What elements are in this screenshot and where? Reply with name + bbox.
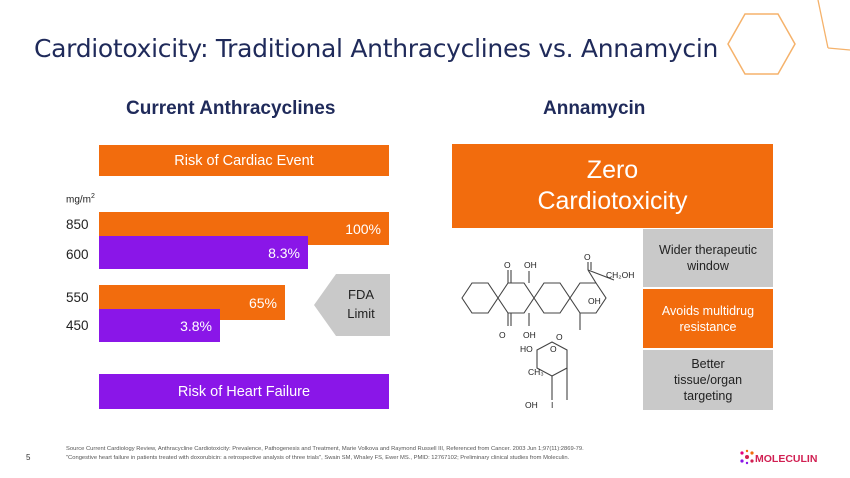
dose-label-550: 550 xyxy=(66,290,89,305)
mol-ch2oh: CH₂OH xyxy=(606,270,634,280)
mol-ho: HO xyxy=(520,344,533,354)
benefit-better-targeting: Better tissue/organ targeting xyxy=(643,350,773,410)
fda-limit-line1: FDA xyxy=(348,287,374,302)
mol-o-sugar: O xyxy=(550,344,557,354)
mol-oh-top: OH xyxy=(524,260,537,270)
mol-i-sugar: I xyxy=(551,400,553,410)
fda-limit-label: FDA Limit xyxy=(336,285,386,323)
mol-o-bot1: O xyxy=(499,330,506,340)
zero-line1: Zero xyxy=(586,156,639,184)
mol-o-top2: O xyxy=(584,252,591,262)
page-number: 5 xyxy=(26,453,31,462)
benefit-avoids-resistance: Avoids multidrug resistance xyxy=(643,289,773,348)
bar-450-heart-failure: 3.8% xyxy=(99,309,220,342)
footer-source-line1: Source Current Cardiology Review, Anthra… xyxy=(66,446,584,452)
footer-source-line2: "Congestive heart failure in patients tr… xyxy=(66,455,570,461)
benefit-wider-line1: Wider therapeutic xyxy=(659,243,757,257)
annamycin-molecule-diagram: O OH O CH₂OH OH O OH O HO O CH₃ OH I xyxy=(461,252,634,410)
moleculin-logo-icon xyxy=(740,449,754,465)
risk-cardiac-event-banner: Risk of Cardiac Event xyxy=(99,145,389,176)
zero-line2: Cardiotoxicity xyxy=(537,187,688,215)
benefit-wider-window: Wider therapeutic window xyxy=(643,229,773,287)
annamycin-heading: Annamycin xyxy=(543,98,646,119)
fda-limit-arrow-icon xyxy=(314,274,390,336)
benefit-better-line2: tissue/organ xyxy=(673,373,743,387)
benefit-wider-line2: window xyxy=(687,259,729,273)
dose-label-450: 450 xyxy=(66,318,89,333)
slide-title: Cardiotoxicity: Traditional Anthracyclin… xyxy=(34,34,719,63)
zero-cardiotoxicity-box: Zero Cardiotoxicity xyxy=(452,144,773,228)
mol-oh-mid: OH xyxy=(588,296,601,306)
mol-o-ring: O xyxy=(556,332,563,342)
benefit-avoids-line2: resistance xyxy=(679,319,737,334)
dose-label-600: 600 xyxy=(66,247,89,262)
mol-oh-sugar: OH xyxy=(525,400,538,410)
benefit-better-line3: targeting xyxy=(683,389,733,403)
benefit-better-line1: Better xyxy=(691,357,725,371)
current-anthracyclines-heading: Current Anthracyclines xyxy=(126,98,336,119)
mol-o-top1: O xyxy=(504,260,511,270)
unit-label: mg/m2 xyxy=(66,193,95,206)
hexagon-decoration-icon xyxy=(727,0,850,75)
risk-heart-failure-banner: Risk of Heart Failure xyxy=(99,374,389,409)
benefit-avoids-line1: Avoids multidrug xyxy=(661,303,755,318)
moleculin-logo-text: MOLECULIN xyxy=(755,453,818,465)
dose-label-850: 850 xyxy=(66,217,89,232)
fda-limit-line2: Limit xyxy=(347,306,375,321)
bar-600-heart-failure: 8.3% xyxy=(99,236,308,269)
mol-oh-bot: OH xyxy=(523,330,536,340)
mol-ch3: CH₃ xyxy=(528,367,544,377)
